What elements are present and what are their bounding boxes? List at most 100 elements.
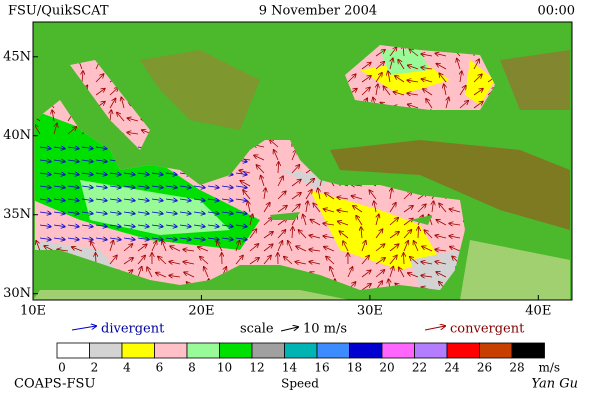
divergent-arrow (71, 326, 96, 331)
lowland (33, 240, 570, 300)
wind-vector (179, 225, 191, 227)
wind-vector (376, 214, 379, 226)
wind-vector (193, 186, 205, 188)
wind-vector (410, 257, 419, 265)
wind-vector (473, 59, 479, 70)
lon-tick-label: 30E (357, 304, 383, 319)
wind-vector (313, 203, 321, 213)
wind-vector (254, 155, 265, 161)
footer-left: COAPS-FSU (14, 377, 95, 392)
wind-vector (221, 225, 233, 227)
wind-vector (473, 89, 483, 96)
wind-vector (426, 99, 433, 109)
wind-vector (374, 201, 376, 213)
wind-vector (193, 225, 205, 227)
wind-vector (449, 223, 461, 225)
time: 00:00 (538, 4, 575, 19)
wind-vector (72, 247, 83, 252)
wind-vector (123, 258, 133, 265)
wind-vector (305, 179, 314, 187)
wind-vector (459, 101, 468, 109)
wind-vector (337, 197, 349, 199)
wind-vector (158, 256, 167, 265)
colorbar: 0 2 4 6 8 10 12 14 16 18 20 22 24 26 28 m/s (56, 342, 561, 375)
wind-vector (435, 249, 447, 251)
wind-vector (179, 186, 191, 188)
wind-vector (151, 241, 157, 252)
colorbar-label: 24 (444, 361, 460, 375)
wind-vector (235, 212, 247, 214)
wind-vector (207, 238, 219, 240)
wind-vector (361, 270, 371, 278)
wind-vector (249, 244, 258, 252)
colorbar-label: 12 (249, 361, 264, 375)
colorbar-label: 14 (282, 361, 298, 375)
wind-vector (421, 275, 433, 277)
wind-vector (147, 267, 153, 278)
wind-vector (183, 249, 195, 251)
wind-vector (263, 218, 272, 226)
wind-vector (53, 147, 65, 149)
colorbar-box (349, 342, 383, 359)
wind-vector (193, 199, 205, 201)
wind-vector (109, 186, 121, 188)
wind-vector (421, 79, 433, 83)
wind-vector (109, 238, 121, 240)
wind-vector (109, 173, 121, 175)
wind-vector (435, 262, 447, 264)
wind-vector (436, 64, 447, 70)
convergent-label: convergent (450, 322, 525, 337)
wind-vector (200, 257, 209, 265)
wind-vector (291, 193, 301, 200)
wind-vector (39, 199, 51, 201)
wind-vector (292, 227, 293, 239)
wind-vector (81, 238, 93, 240)
wind-vector (323, 236, 335, 238)
wind-vector (165, 186, 177, 188)
colorbar-units: m/s (539, 361, 561, 375)
wind-vector (291, 179, 301, 187)
wind-vector (256, 165, 265, 174)
wind-vector (109, 225, 121, 227)
wind-vector (53, 199, 65, 201)
wind-vector (408, 65, 419, 70)
sea-speed (80, 180, 230, 235)
wind-vector (309, 235, 321, 238)
wind-vector (137, 186, 149, 188)
wind-vector (165, 173, 177, 175)
wind-vector (473, 101, 483, 109)
colorbar-label: 18 (347, 361, 362, 375)
wind-vector (67, 212, 79, 214)
wind-vector (389, 203, 396, 213)
wind-vector (53, 123, 57, 135)
wind-vector (353, 206, 363, 213)
wind-vector (356, 216, 363, 226)
colorbar-label: 6 (156, 361, 164, 375)
wind-vector (110, 110, 111, 122)
wind-vector (109, 88, 118, 96)
wind-vector (221, 212, 233, 214)
wind-vector (376, 84, 378, 96)
wind-vector (156, 273, 167, 278)
wind-vector (39, 238, 51, 240)
wind-vector (261, 176, 265, 187)
wind-vector (351, 196, 363, 200)
wind-vector (347, 267, 353, 278)
wind-vector (82, 71, 83, 83)
wind-vector (270, 140, 279, 148)
wind-vector (343, 241, 349, 252)
wind-vector (325, 193, 335, 200)
wind-vector (53, 173, 65, 175)
wind-vector (303, 214, 307, 226)
wind-vector (81, 173, 93, 175)
wind-vector (403, 206, 413, 213)
wind-vector (179, 199, 191, 201)
footer-right: Yan Gu (531, 377, 578, 392)
wind-vector (165, 238, 177, 240)
wind-vector (235, 225, 247, 227)
wind-vector (263, 232, 273, 239)
wind-vector (165, 212, 177, 214)
wind-vector (263, 256, 271, 265)
wind-vector (263, 244, 273, 252)
wind-vector (67, 186, 79, 188)
